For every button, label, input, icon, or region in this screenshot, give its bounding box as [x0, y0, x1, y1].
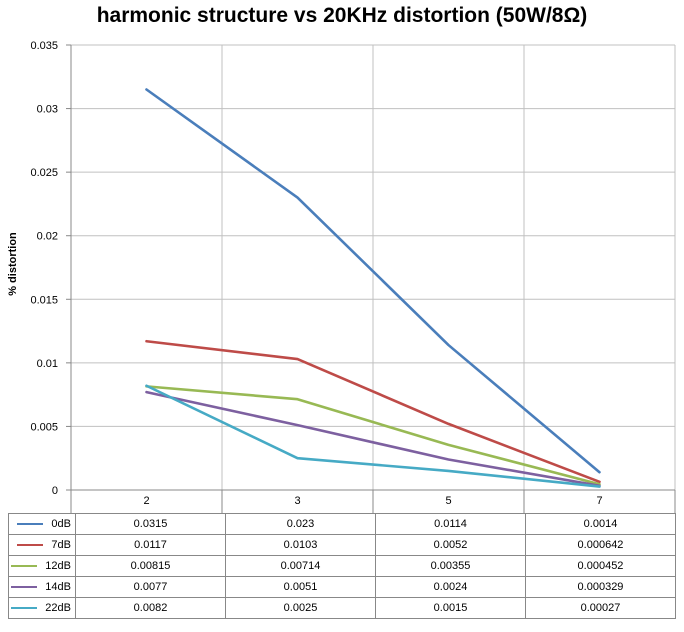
- table-cell: 0.0103: [225, 534, 376, 556]
- y-tick-label: 0.015: [30, 294, 58, 306]
- legend-entry: 12dB: [8, 555, 76, 577]
- table-cell: 0.00027: [525, 597, 676, 619]
- table-cell: 0.0051: [225, 576, 376, 598]
- table-row: 14dB 0.0077 0.0051 0.0024 0.000329: [8, 576, 676, 598]
- legend-entry: 0dB: [8, 513, 76, 535]
- legend-label: 7dB: [51, 539, 71, 551]
- legend-label: 22dB: [45, 602, 71, 614]
- x-tick-label: 7: [596, 495, 602, 507]
- table-row: 22dB 0.0082 0.0025 0.0015 0.00027: [8, 597, 676, 619]
- legend-label: 0dB: [51, 518, 71, 530]
- legend-key: [11, 586, 38, 589]
- table-cell: 0.0014: [525, 513, 676, 535]
- series-line-22dB: [145, 384, 601, 488]
- series-line-12dB: [145, 385, 601, 486]
- y-tick-label: 0.025: [30, 167, 58, 179]
- table-cell: 0.0052: [375, 534, 526, 556]
- gridlines: [71, 44, 676, 490]
- legend-key: [17, 523, 44, 526]
- table-cell: 0.023: [225, 513, 376, 535]
- table-cell: 0.0114: [375, 513, 526, 535]
- table-cell: 0.0025: [225, 597, 376, 619]
- legend-key: [11, 607, 38, 610]
- legend-entry: 7dB: [8, 534, 76, 556]
- series-line-14dB: [145, 390, 601, 488]
- y-tick-label: 0.035: [30, 40, 58, 52]
- table-cell: 0.000642: [525, 534, 676, 556]
- data-table: 0dB 0.0315 0.023 0.0114 0.0014 7dB 0.0117 0.010…: [8, 513, 676, 619]
- table-row: 12dB 0.00815 0.00714 0.00355 0.000452: [8, 555, 676, 577]
- axes: 0 0.005 0.01 0.015 0.02 0.025 0.03 0.035 2 3 5 7: [30, 40, 676, 514]
- table-cell: 0.00355: [375, 555, 526, 577]
- legend-key: [11, 565, 38, 568]
- legend-entry: 22dB: [8, 597, 76, 619]
- line-chart-plot: 0 0.005 0.01 0.015 0.02 0.025 0.03 0.035 2 3 5 7: [30, 40, 676, 514]
- table-cell: 0.0082: [75, 597, 226, 619]
- table-cell: 0.0015: [375, 597, 526, 619]
- x-tick-label: 2: [143, 495, 149, 507]
- table-cell: 0.0315: [75, 513, 226, 535]
- table-row: 0dB 0.0315 0.023 0.0114 0.0014: [8, 513, 676, 535]
- legend-label: 12dB: [45, 560, 71, 572]
- table-cell: 0.0077: [75, 576, 226, 598]
- table-cell: 0.000329: [525, 576, 676, 598]
- y-tick-label: 0.02: [37, 231, 58, 243]
- series-lines: [145, 88, 601, 488]
- table-cell: 0.00714: [225, 555, 376, 577]
- legend-key: [17, 544, 44, 547]
- y-tick-label: 0.01: [37, 358, 58, 370]
- y-tick-label: 0.03: [37, 104, 58, 116]
- y-tick-label: 0: [52, 485, 58, 497]
- legend-label: 14dB: [45, 581, 71, 593]
- x-tick-label: 5: [445, 495, 451, 507]
- table-row: 7dB 0.0117 0.0103 0.0052 0.000642: [8, 534, 676, 556]
- table-cell: 0.0024: [375, 576, 526, 598]
- table-cell: 0.000452: [525, 555, 676, 577]
- chart-title: harmonic structure vs 20KHz distortion (…: [96, 4, 588, 27]
- table-cell: 0.00815: [75, 555, 226, 577]
- series-line-7dB: [145, 339, 601, 484]
- y-tick-label: 0.005: [30, 421, 58, 433]
- legend-entry: 14dB: [8, 576, 76, 598]
- x-tick-label: 3: [294, 495, 300, 507]
- series-line-0dB: [145, 88, 601, 474]
- table-cell: 0.0117: [75, 534, 226, 556]
